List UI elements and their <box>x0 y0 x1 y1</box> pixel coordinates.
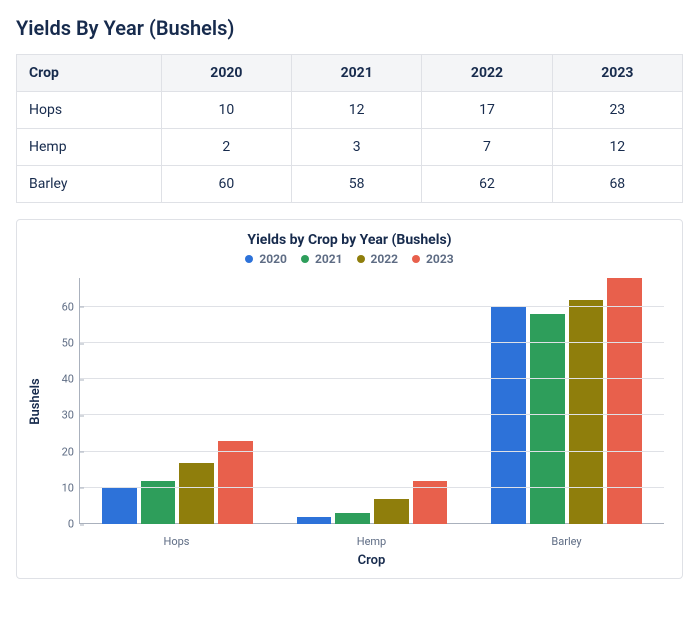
col-header-crop: Crop <box>17 55 162 92</box>
grid-line <box>80 306 664 307</box>
crop-name-cell: Hops <box>17 92 162 129</box>
legend-label: 2020 <box>259 252 287 266</box>
value-cell: 3 <box>292 129 422 166</box>
table-row: Barley 60 58 62 68 <box>17 166 683 203</box>
bar <box>179 463 214 525</box>
bar <box>569 300 604 524</box>
value-cell: 60 <box>161 166 291 203</box>
y-tick-label: 30 <box>62 409 80 422</box>
x-axis-labels: HopsHempBarley <box>79 535 664 548</box>
table-row: Hemp 2 3 7 12 <box>17 129 683 166</box>
y-axis-title: Bushels <box>25 278 45 524</box>
grid-line <box>80 487 664 488</box>
legend-dot-icon <box>301 255 309 263</box>
col-header-year: 2020 <box>161 55 291 92</box>
y-tick-label: 0 <box>68 518 80 531</box>
chart-area: Bushels 0102030405060 HopsHempBarley Cro… <box>31 278 668 568</box>
crop-name-cell: Hemp <box>17 129 162 166</box>
y-tick-label: 50 <box>62 337 80 350</box>
legend-item: 2020 <box>245 252 287 266</box>
value-cell: 23 <box>552 92 682 129</box>
legend-item: 2022 <box>357 252 399 266</box>
value-cell: 58 <box>292 166 422 203</box>
bar <box>102 488 137 524</box>
x-tick-label: Hemp <box>274 535 469 548</box>
chart-plot: 0102030405060 <box>79 278 664 524</box>
bar <box>374 499 409 524</box>
crop-name-cell: Barley <box>17 166 162 203</box>
value-cell: 7 <box>422 129 552 166</box>
legend-dot-icon <box>412 255 420 263</box>
value-cell: 68 <box>552 166 682 203</box>
legend-label: 2022 <box>371 252 399 266</box>
col-header-year: 2023 <box>552 55 682 92</box>
x-tick-label: Hops <box>79 535 274 548</box>
value-cell: 17 <box>422 92 552 129</box>
bar <box>297 517 332 524</box>
y-tick-label: 20 <box>62 445 80 458</box>
grid-line <box>80 414 664 415</box>
bar <box>335 513 370 524</box>
table-row: Hops 10 12 17 23 <box>17 92 683 129</box>
x-tick-label: Barley <box>469 535 664 548</box>
y-tick-label: 10 <box>62 481 80 494</box>
chart-title: Yields by Crop by Year (Bushels) <box>31 232 668 248</box>
legend-dot-icon <box>245 255 253 263</box>
legend-item: 2023 <box>412 252 454 266</box>
col-header-year: 2021 <box>292 55 422 92</box>
grid-line <box>80 378 664 379</box>
bar <box>218 441 253 524</box>
y-tick-label: 40 <box>62 373 80 386</box>
legend-dot-icon <box>357 255 365 263</box>
page-title: Yields By Year (Bushels) <box>16 16 683 40</box>
y-tick-label: 60 <box>62 300 80 313</box>
legend-label: 2021 <box>315 252 343 266</box>
col-header-year: 2022 <box>422 55 552 92</box>
value-cell: 10 <box>161 92 291 129</box>
grid-line <box>80 451 664 452</box>
chart-card: Yields by Crop by Year (Bushels) 2020 20… <box>16 219 683 579</box>
bar <box>530 314 565 524</box>
grid-line <box>80 342 664 343</box>
value-cell: 12 <box>292 92 422 129</box>
yields-table: Crop 2020 2021 2022 2023 Hops 10 12 17 2… <box>16 54 683 203</box>
legend-label: 2023 <box>426 252 454 266</box>
value-cell: 62 <box>422 166 552 203</box>
chart-legend: 2020 2021 2022 2023 <box>31 252 668 266</box>
x-axis-title: Crop <box>79 553 664 568</box>
legend-item: 2021 <box>301 252 343 266</box>
value-cell: 2 <box>161 129 291 166</box>
value-cell: 12 <box>552 129 682 166</box>
